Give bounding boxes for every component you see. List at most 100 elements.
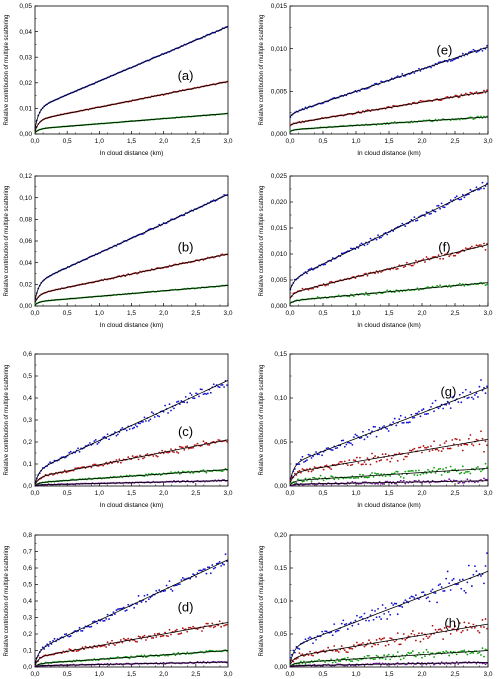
data-point: [408, 597, 411, 600]
data-point: [430, 405, 432, 408]
data-point: [401, 73, 404, 75]
data-point: [155, 590, 158, 592]
data-point: [165, 634, 168, 637]
data-point: [206, 566, 209, 569]
data-point: [431, 402, 434, 405]
data-point: [136, 455, 138, 458]
data-point: [170, 409, 172, 412]
data-point: [145, 656, 147, 658]
data-point: [463, 649, 466, 652]
data-point: [442, 590, 445, 592]
data-point: [383, 483, 386, 485]
y-tick-label: 0,00: [19, 303, 32, 310]
data-point: [340, 252, 343, 255]
data-point: [351, 443, 354, 446]
data-point: [115, 434, 118, 437]
data-point: [357, 659, 360, 662]
data-point: [477, 244, 479, 247]
data-point: [445, 440, 448, 443]
data-point: [457, 663, 460, 665]
data-point: [483, 242, 485, 245]
data-point: [178, 632, 181, 635]
y-tick-label: 0,7: [23, 549, 32, 556]
x-tick-label: 2,5: [450, 310, 459, 317]
data-point: [425, 413, 428, 415]
data-point: [362, 641, 364, 644]
data-point: [363, 612, 366, 615]
x-tick-label: 0,5: [63, 310, 72, 317]
data-point: [93, 463, 96, 466]
data-point: [393, 640, 396, 643]
series-1: [34, 620, 229, 666]
data-point: [307, 470, 310, 473]
data-point: [411, 448, 414, 451]
data-point: [180, 446, 183, 449]
data-point: [448, 447, 451, 450]
data-point: [313, 466, 316, 468]
data-point: [396, 632, 399, 635]
data-point: [78, 450, 81, 453]
data-point: [97, 659, 100, 662]
data-point: [470, 585, 473, 587]
data-point: [360, 242, 363, 245]
data-point: [458, 118, 461, 121]
data-point: [183, 449, 186, 451]
data-point: [472, 444, 475, 447]
data-point: [204, 392, 206, 395]
data-point: [396, 75, 399, 78]
data-point: [389, 460, 392, 463]
data-point: [472, 48, 475, 51]
data-point: [220, 470, 223, 472]
data-point: [474, 626, 476, 629]
data-point: [118, 608, 121, 610]
data-point: [162, 634, 165, 637]
y-tick-label: 0,3: [23, 417, 32, 424]
data-point: [149, 596, 152, 599]
data-point: [52, 473, 54, 476]
data-point: [461, 449, 464, 452]
data-point: [467, 437, 470, 440]
data-point: [374, 643, 376, 646]
data-point: [480, 430, 482, 433]
data-point: [481, 647, 484, 650]
data-point: [461, 193, 464, 196]
data-point: [422, 472, 425, 475]
y-tick-label: 0,05: [19, 3, 32, 10]
data-point: [430, 590, 432, 593]
data-point: [458, 472, 461, 475]
data-point: [446, 471, 449, 474]
data-point: [399, 479, 402, 482]
panel-d: 0,0 0,5 1,0 1,5 2,0 2,5 3,0 0,0 0,1 0,2 0,3 0,4 0,5 0…: [4, 532, 233, 678]
data-point: [369, 463, 372, 466]
data-point: [418, 598, 420, 600]
data-point: [460, 631, 463, 634]
data-point: [477, 652, 479, 655]
data-point: [78, 626, 81, 629]
data-point: [201, 569, 203, 572]
data-point: [343, 649, 346, 652]
y-tick-label: 0,20: [274, 532, 287, 539]
data-point: [467, 622, 470, 625]
x-tick-label: 2,0: [159, 671, 168, 678]
data-point: [395, 268, 398, 271]
data-point: [65, 471, 68, 474]
data-point: [312, 476, 314, 479]
data-point: [189, 392, 192, 395]
data-point: [127, 456, 130, 459]
data-point: [466, 397, 469, 400]
data-point: [122, 637, 125, 640]
data-point: [351, 481, 354, 483]
data-point: [408, 421, 411, 424]
data-point: [198, 395, 200, 398]
data-point: [439, 651, 442, 654]
data-point: [404, 225, 407, 228]
data-point: [156, 414, 159, 417]
data-point: [469, 50, 472, 53]
data-point: [452, 443, 455, 446]
data-point: [472, 573, 475, 576]
data-point: [378, 459, 381, 462]
data-point: [174, 654, 177, 657]
data-point: [223, 624, 225, 627]
data-point: [458, 622, 461, 624]
data-point: [443, 627, 446, 629]
